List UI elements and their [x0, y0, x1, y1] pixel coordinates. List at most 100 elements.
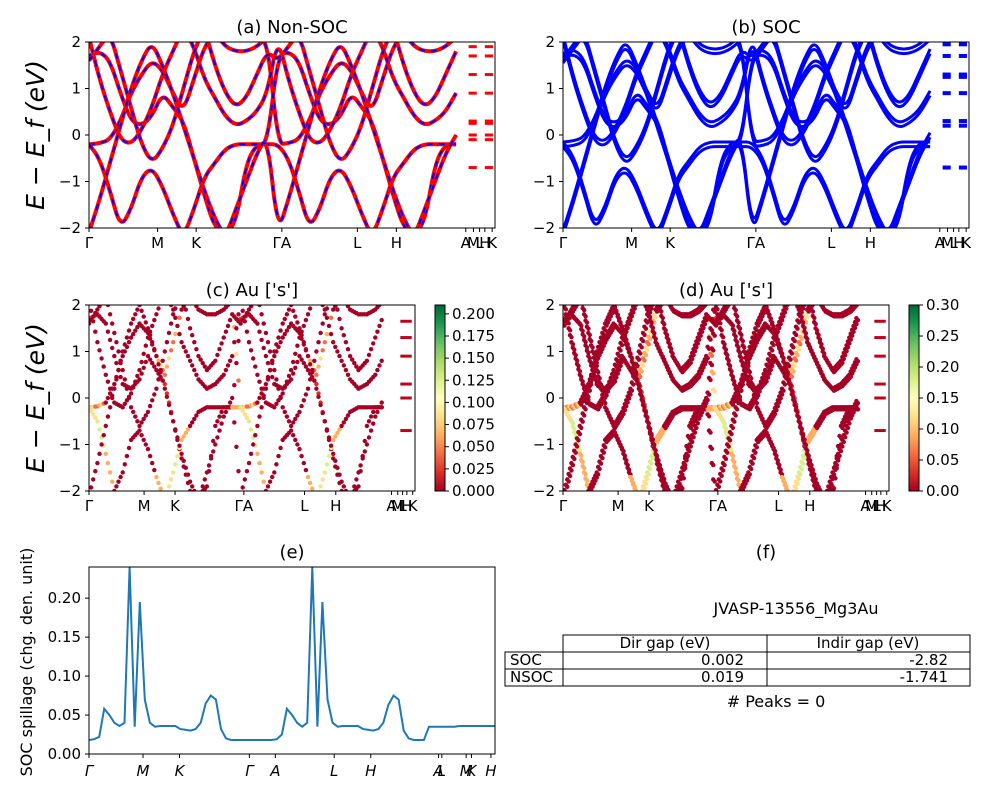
- scatter-point: [638, 291, 642, 295]
- scatter-point: [175, 435, 180, 440]
- scatter-point: [139, 420, 144, 425]
- scatter-point: [796, 320, 802, 325]
- scatter-point: [788, 498, 792, 502]
- scatter-point: [580, 459, 585, 465]
- scatter-point: [128, 335, 134, 340]
- scatter-point: [819, 493, 823, 497]
- scatter-point: [573, 301, 577, 305]
- scatter-point: [638, 292, 642, 296]
- scatter-point: [371, 341, 376, 346]
- xtick-label: Γ: [559, 497, 568, 515]
- scatter-point: [782, 361, 788, 366]
- scatter-point: [305, 367, 311, 373]
- scatter-point: [668, 492, 672, 496]
- scatter-point: [173, 331, 178, 337]
- scatter-point: [687, 448, 692, 454]
- scatter-point: [286, 373, 292, 379]
- scatter-point: [723, 347, 729, 352]
- scatter-point: [808, 297, 812, 301]
- scatter-point: [307, 480, 313, 486]
- scatter-point: [825, 495, 829, 499]
- scatter-point: [816, 298, 820, 302]
- scatter-point: [288, 377, 294, 382]
- scatter-point: [768, 367, 773, 372]
- scatter-point: [742, 376, 747, 381]
- scatter-point: [345, 305, 351, 309]
- scatter-point: [649, 306, 654, 311]
- panel-f-title: (f): [756, 542, 776, 563]
- scatter-point: [162, 386, 167, 391]
- scatter-point: [219, 341, 224, 346]
- scatter-point: [377, 405, 382, 410]
- scatter-point: [133, 379, 138, 384]
- scatter-point: [784, 301, 788, 305]
- scatter-point: [636, 357, 642, 362]
- scatter-point: [217, 428, 222, 433]
- scatter-point: [116, 349, 121, 354]
- scatter-point: [725, 450, 730, 455]
- scatter-point: [270, 374, 275, 380]
- table-cell-value: 0.019: [701, 668, 744, 686]
- scatter-point: [259, 386, 264, 391]
- scatter-point: [580, 419, 585, 424]
- scatter-point: [809, 305, 814, 308]
- scatter-point: [786, 377, 792, 382]
- scatter-point: [327, 301, 331, 305]
- scatter-point: [87, 298, 91, 302]
- scatter-point: [708, 430, 713, 435]
- scatter-point: [314, 386, 319, 391]
- colorbar-tick-label: 0.025: [452, 460, 495, 478]
- scatter-point: [694, 425, 699, 431]
- scatter-point: [213, 358, 218, 363]
- scatter-point: [732, 328, 737, 334]
- scatter-point: [582, 334, 587, 339]
- scatter-point: [712, 479, 717, 484]
- scatter-point: [764, 369, 769, 375]
- scatter-point: [104, 294, 108, 298]
- scatter-point: [802, 325, 807, 331]
- scatter-point: [181, 305, 186, 309]
- scatter-point: [799, 336, 804, 341]
- scatter-point: [706, 392, 712, 397]
- scatter-point: [320, 348, 325, 353]
- scatter-point: [91, 412, 96, 417]
- ytick-label: −2: [59, 219, 81, 237]
- scatter-point: [561, 298, 565, 302]
- scatter-point: [337, 297, 341, 301]
- scatter-point: [150, 398, 155, 403]
- scatter-point: [320, 410, 325, 416]
- scatter-point: [821, 494, 825, 498]
- scatter-point: [246, 340, 252, 345]
- scatter-point: [775, 404, 780, 409]
- scatter-point: [601, 394, 606, 400]
- scatter-point: [729, 431, 734, 437]
- scatter-point: [215, 419, 220, 424]
- scatter-point: [778, 396, 783, 401]
- scatter-point: [596, 472, 601, 477]
- soc-band-line: [563, 42, 932, 163]
- scatter-point: [328, 315, 334, 320]
- scatter-point: [110, 395, 115, 401]
- scatter-point: [734, 339, 740, 345]
- scatter-point: [645, 347, 650, 352]
- scatter-point: [788, 295, 792, 299]
- scatter-point: [154, 367, 159, 373]
- scatter-point: [791, 393, 796, 399]
- scatter-point: [653, 289, 657, 293]
- scatter-point: [709, 353, 715, 358]
- scatter-point: [643, 481, 649, 486]
- ytick-label: 1: [545, 343, 555, 361]
- scatter-point: [800, 431, 806, 437]
- scatter-point: [314, 498, 318, 502]
- scatter-point: [238, 321, 243, 326]
- scatter-point: [787, 494, 791, 498]
- scatter-point: [190, 484, 195, 489]
- scatter-point: [706, 414, 712, 419]
- panel-c-yticks: 2 1 0 −1 −2: [59, 296, 89, 500]
- scatter-point: [652, 299, 656, 303]
- scatter-point: [297, 353, 302, 359]
- scatter-point: [244, 415, 250, 420]
- scatter-point: [819, 492, 823, 496]
- scatter-point: [670, 493, 674, 497]
